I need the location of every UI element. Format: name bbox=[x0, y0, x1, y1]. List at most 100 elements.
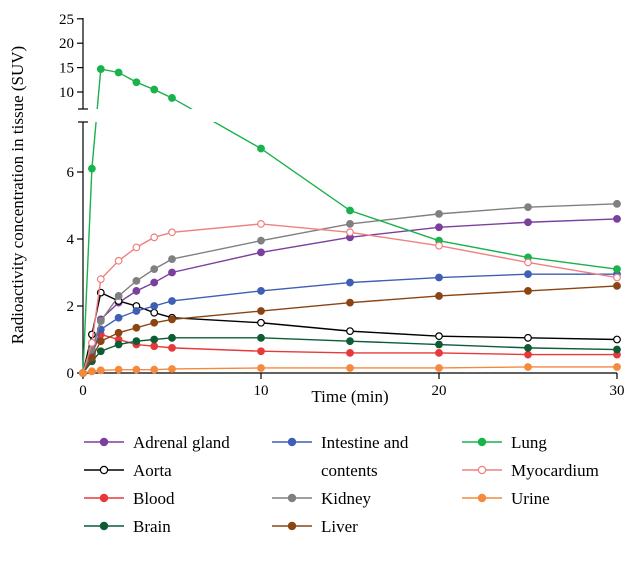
y-tick-label: 20 bbox=[59, 36, 74, 52]
series-liver bbox=[79, 282, 621, 377]
data-point bbox=[435, 223, 443, 232]
data-point bbox=[132, 276, 141, 285]
series-line bbox=[82, 203, 618, 374]
data-point bbox=[257, 248, 265, 257]
data-point bbox=[132, 365, 141, 374]
data-point bbox=[87, 354, 96, 362]
data-point bbox=[524, 203, 532, 212]
data-point bbox=[150, 342, 159, 351]
data-point bbox=[257, 236, 265, 245]
legend-swatch-marker bbox=[287, 437, 297, 447]
legend-item: Aorta bbox=[84, 461, 172, 480]
legend-item: Liver bbox=[272, 517, 358, 536]
series-intestine-and-contents bbox=[79, 270, 621, 377]
data-point bbox=[346, 298, 354, 307]
legend-label: Intestine and bbox=[321, 433, 409, 452]
legend-label: Blood bbox=[133, 489, 175, 508]
axes bbox=[78, 18, 617, 374]
data-point bbox=[524, 343, 532, 352]
legend-swatch-marker bbox=[477, 437, 487, 447]
data-point bbox=[168, 94, 176, 102]
y-tick-label: 10 bbox=[59, 85, 74, 101]
legend-label: Liver bbox=[321, 517, 358, 536]
data-point bbox=[613, 363, 621, 371]
data-point bbox=[524, 350, 532, 359]
data-point bbox=[257, 347, 265, 356]
data-point bbox=[524, 218, 532, 227]
legend-item: Intestine and contents bbox=[272, 433, 409, 480]
data-point bbox=[435, 292, 443, 300]
legend-item: Urine bbox=[462, 489, 550, 508]
data-point bbox=[257, 307, 265, 315]
y-tick-label: 4 bbox=[67, 232, 75, 248]
data-point bbox=[613, 273, 621, 282]
data-point bbox=[613, 335, 621, 344]
data-point bbox=[150, 233, 159, 242]
x-tick-label: 30 bbox=[610, 383, 625, 399]
legend-label: Brain bbox=[133, 517, 171, 536]
series-line bbox=[82, 273, 617, 374]
data-point bbox=[168, 255, 176, 264]
series-line bbox=[82, 291, 618, 374]
data-point bbox=[168, 333, 176, 342]
data-point bbox=[346, 228, 354, 237]
data-point bbox=[346, 349, 354, 357]
data-point bbox=[79, 369, 87, 377]
legend-item: Brain bbox=[84, 517, 171, 536]
data-point bbox=[96, 347, 105, 356]
data-point bbox=[132, 243, 141, 252]
data-point bbox=[524, 333, 532, 342]
legend-label: Kidney bbox=[321, 489, 372, 508]
data-point bbox=[114, 340, 123, 349]
legend: Adrenal gland Aorta Blood Brain Intestine an… bbox=[84, 433, 599, 536]
y-tick-label: 6 bbox=[67, 165, 75, 181]
series-lung bbox=[79, 65, 621, 377]
legend-swatch-marker bbox=[477, 493, 487, 503]
data-point bbox=[613, 345, 621, 354]
data-point bbox=[168, 228, 176, 237]
data-point bbox=[132, 287, 141, 295]
data-point bbox=[150, 318, 159, 327]
data-point bbox=[96, 366, 105, 375]
data-point bbox=[132, 307, 141, 315]
ticks: 0 10 20 30 0 2 4 6 10 15 20 25 bbox=[59, 12, 625, 399]
legend-swatch-marker bbox=[287, 493, 297, 503]
series-urine bbox=[79, 363, 621, 377]
data-point bbox=[96, 317, 105, 325]
data-point bbox=[168, 297, 176, 305]
data-point bbox=[435, 364, 443, 372]
series-layer bbox=[79, 65, 621, 377]
data-point bbox=[257, 144, 265, 153]
data-point bbox=[168, 315, 176, 324]
legend-item: Blood bbox=[84, 489, 175, 508]
data-point bbox=[257, 318, 265, 327]
series-kidney bbox=[79, 199, 621, 377]
y-axis-title: Radioactivity concentration in tissue (S… bbox=[8, 46, 27, 344]
data-point bbox=[132, 323, 141, 332]
x-tick-label: 0 bbox=[79, 383, 87, 399]
data-point bbox=[114, 68, 123, 77]
series-line bbox=[82, 68, 618, 374]
data-point bbox=[613, 214, 621, 223]
data-point bbox=[435, 273, 443, 282]
data-point bbox=[150, 365, 159, 374]
data-point bbox=[132, 337, 141, 346]
legend-item: Lung bbox=[462, 433, 547, 452]
data-point bbox=[87, 330, 96, 339]
data-point bbox=[257, 333, 265, 342]
data-point bbox=[114, 292, 123, 300]
legend-label: Urine bbox=[511, 489, 550, 508]
legend-swatch-marker bbox=[477, 465, 487, 475]
data-point bbox=[435, 332, 443, 341]
data-point bbox=[346, 327, 354, 336]
data-point bbox=[150, 308, 159, 317]
legend-item: Kidney bbox=[272, 489, 372, 508]
legend-item: Adrenal gland bbox=[84, 433, 230, 452]
x-axis-title: Time (min) bbox=[311, 387, 388, 406]
data-point bbox=[613, 265, 621, 274]
data-point bbox=[257, 287, 265, 295]
data-point bbox=[150, 85, 159, 94]
data-point bbox=[150, 265, 159, 274]
data-point bbox=[150, 278, 159, 287]
data-point bbox=[435, 340, 443, 349]
